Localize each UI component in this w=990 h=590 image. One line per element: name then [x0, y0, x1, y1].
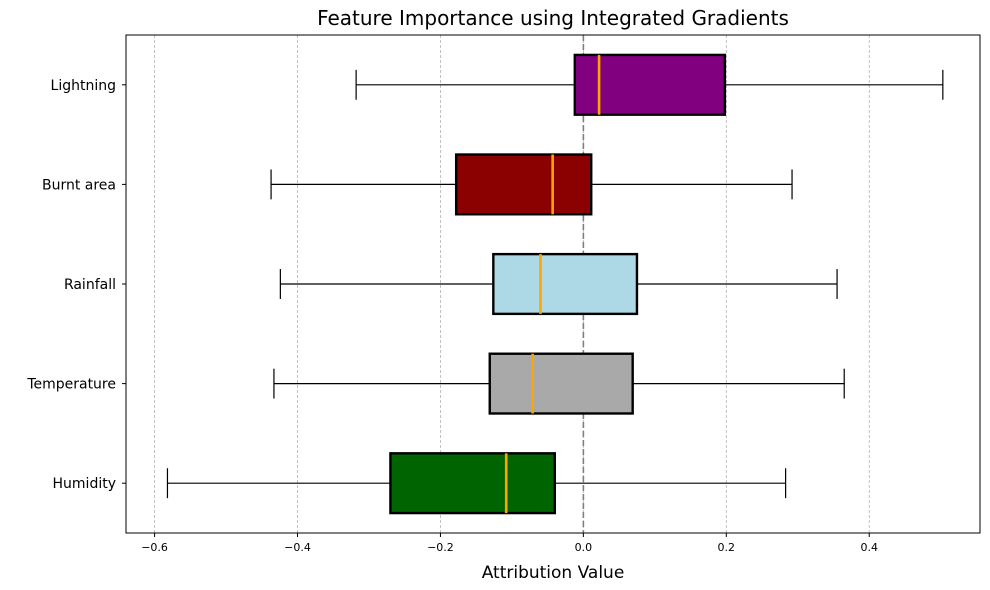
x-axis-title: Attribution Value [482, 563, 625, 583]
boxes-layer [166, 53, 944, 515]
iqr-box [488, 352, 634, 415]
x-tick-label: 0.0 [575, 541, 593, 554]
x-tick-label: 0.2 [718, 541, 736, 554]
y-tick-label: Burnt area [42, 177, 116, 193]
iqr-box [492, 252, 639, 316]
iqr-box [389, 452, 556, 515]
y-tick-label: Lightning [51, 78, 116, 94]
y-ticks: Lightning Burnt area Rainfall Temperature Hu… [26, 78, 126, 492]
iqr-box [573, 53, 727, 116]
iqr-box [454, 153, 593, 216]
box-rainfall [279, 252, 838, 316]
chart-title: Feature Importance using Integrated Grad… [317, 6, 789, 30]
x-tick-label: −0.6 [141, 541, 168, 554]
x-tick-label: 0.4 [860, 541, 878, 554]
box-humidity [166, 452, 787, 515]
box-temperature [273, 352, 845, 415]
x-ticks: −0.6 −0.4 −0.2 0.0 0.2 0.4 [141, 533, 878, 554]
y-tick-label: Humidity [53, 476, 116, 492]
x-tick-label: −0.4 [284, 541, 311, 554]
x-tick-label: −0.2 [427, 541, 454, 554]
y-tick-label: Rainfall [64, 277, 116, 293]
y-tick-label: Temperature [26, 377, 116, 393]
box-lightning [355, 53, 944, 116]
box-burnt-area [270, 153, 793, 216]
